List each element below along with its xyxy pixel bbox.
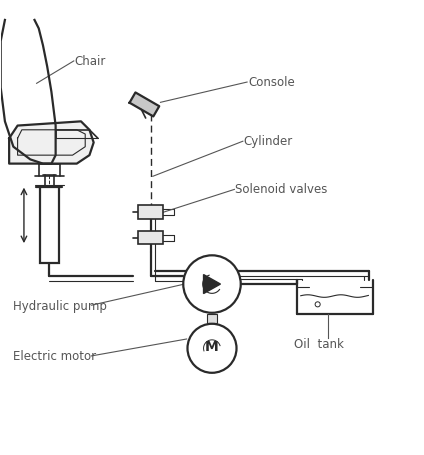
Text: Oil  tank: Oil tank [294, 337, 344, 350]
Circle shape [187, 324, 237, 373]
Polygon shape [9, 122, 94, 164]
Bar [138, 231, 163, 245]
Circle shape [315, 302, 320, 307]
Polygon shape [129, 93, 159, 117]
Bar [40, 187, 59, 263]
Text: Cylinder: Cylinder [244, 135, 293, 147]
Text: Solenoid valves: Solenoid valves [235, 183, 328, 196]
Text: Hydraulic pump: Hydraulic pump [14, 299, 107, 312]
Circle shape [183, 256, 241, 313]
Text: M: M [205, 339, 219, 354]
Bar [138, 206, 163, 219]
Polygon shape [204, 275, 220, 294]
Bar [207, 314, 217, 323]
Text: Console: Console [248, 76, 295, 89]
Text: Chair: Chair [75, 55, 106, 67]
Text: Electric motor: Electric motor [14, 349, 97, 363]
